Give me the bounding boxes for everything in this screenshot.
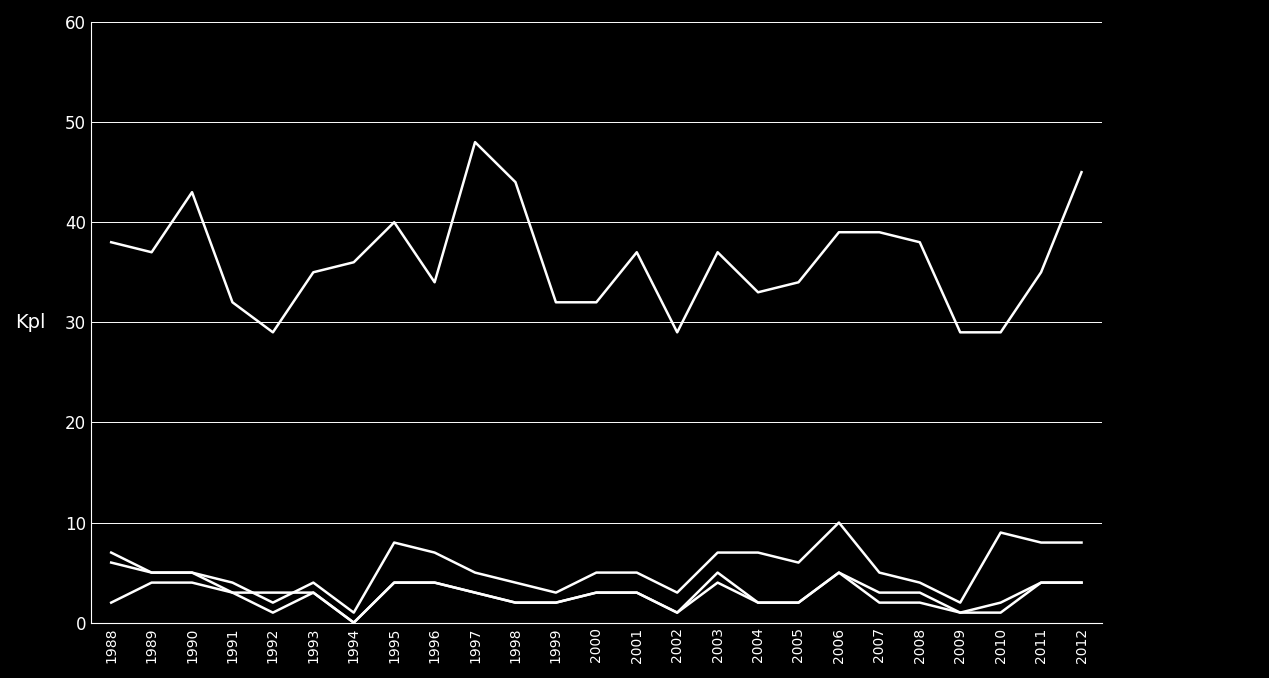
Y-axis label: Kpl: Kpl (15, 313, 46, 332)
